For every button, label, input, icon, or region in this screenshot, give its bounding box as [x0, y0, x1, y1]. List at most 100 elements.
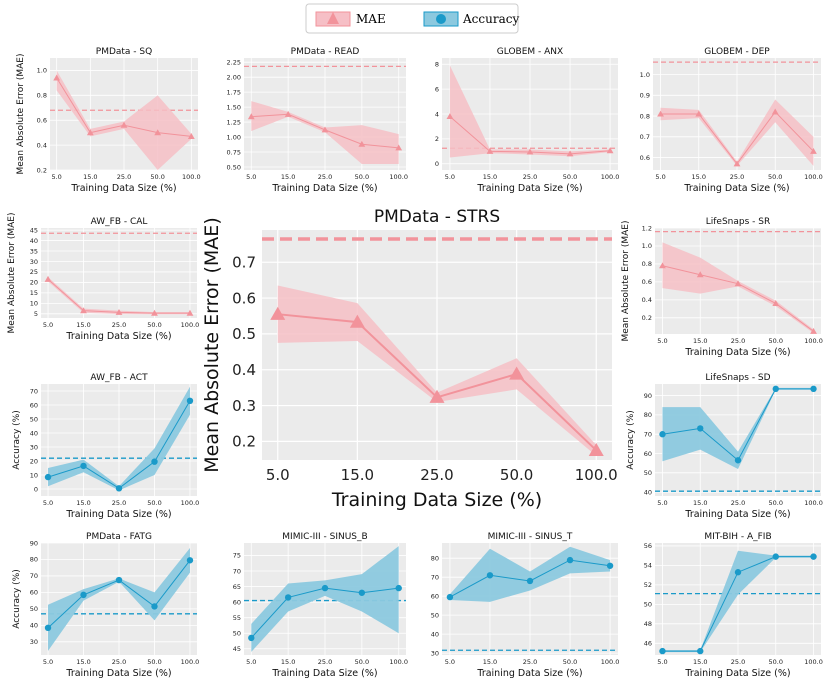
y-tick-label: 70 — [30, 387, 38, 395]
chart-title: PMData - FATG — [86, 532, 152, 542]
legend-mae-marker — [327, 12, 339, 24]
x-tick-label: 5.0 — [657, 499, 667, 507]
x-tick-label: 50.0 — [769, 658, 783, 666]
x-tick-label: 15.0 — [281, 658, 295, 666]
data-point — [697, 425, 704, 432]
legend-acc-marker — [436, 14, 446, 24]
x-tick-label: 50.0 — [147, 499, 161, 507]
data-point — [697, 647, 704, 655]
data-point — [284, 110, 292, 117]
x-tick-label: 5.0 — [246, 658, 256, 666]
y-tick-label: 54 — [644, 562, 652, 570]
x-tick-label: 5.0 — [246, 173, 256, 181]
y-tick-label: 50 — [30, 605, 38, 613]
y-tick-label: 1.0 — [640, 71, 650, 79]
x-tick-label: 100.0 — [182, 173, 201, 181]
chart-aw-act: 0 10 20 30 40 50 60 70 5.0 15.0 25.0 50.0 100.0 AW_FB… — [12, 373, 199, 520]
y-tick-label: 50 — [644, 601, 652, 609]
data-point — [734, 280, 742, 287]
y-tick-label: 30 — [431, 649, 439, 657]
y-tick-label: 0.4 — [37, 141, 47, 149]
y-tick-label: 5 — [34, 310, 38, 318]
x-tick-label: 100.0 — [601, 173, 620, 181]
x-axis-label: Training Data Size (%) — [271, 183, 377, 194]
y-tick-label: 46 — [644, 640, 652, 648]
x-axis-label: Training Data Size (%) — [476, 668, 582, 679]
data-point — [80, 462, 87, 470]
confidence-band — [449, 65, 611, 158]
data-point — [734, 457, 742, 464]
y-tick-label: 0.2 — [232, 433, 256, 451]
x-axis-label: Training Data Size (%) — [65, 331, 171, 342]
chart-pm-strs: 0.2 0.3 0.4 0.5 0.6 0.7 5.0 15.0 25.0 50.0 100.0 PM… — [201, 207, 618, 511]
x-tick-label: 15.0 — [76, 321, 90, 329]
y-tick-label: 40 — [431, 630, 439, 638]
data-point — [53, 74, 61, 81]
chart-panels: 0.20.40.60.81.05.0 15.0 25.0 50.0 100.0PMDat… — [7, 47, 823, 679]
data-point — [659, 647, 666, 655]
data-point — [120, 121, 128, 128]
y-tick-label: 75 — [233, 552, 241, 560]
chart-ls-sr: 0.2 0.4 0.6 0.8 1.0 1.2 5.0 15.0 25.0 50.0 100.0 Li… — [621, 217, 823, 358]
data-point — [349, 314, 365, 328]
x-tick-label: 15.0 — [281, 173, 295, 181]
data-point — [154, 129, 162, 136]
data-point — [247, 113, 255, 120]
data-point — [151, 603, 158, 610]
x-axis-label: Training Data Size (%) — [683, 183, 789, 194]
chart-title: MIT-BIH - A_FIB — [704, 532, 771, 542]
x-tick-label: 5.0 — [445, 173, 455, 181]
y-tick-label: 0.9 — [640, 92, 650, 100]
x-tick-label: 25.0 — [112, 321, 126, 329]
chart-title: GLOBEM - DEP — [704, 47, 770, 57]
x-tick-label: 15.0 — [483, 173, 497, 181]
y-tick-label: 50 — [30, 415, 38, 423]
y-tick-label: 70 — [431, 573, 439, 581]
x-tick-label: 50.0 — [563, 173, 577, 181]
y-tick-label: 0.7 — [640, 133, 650, 141]
data-point — [772, 385, 779, 393]
x-tick-label: 15.0 — [693, 499, 707, 507]
chart-ls-sd: 40 50 60 70 80 90 5.0 15.0 25.0 50.0 100.0 LifeSnap… — [626, 373, 823, 520]
data-point — [526, 148, 534, 155]
x-tick-label: 25.0 — [318, 173, 332, 181]
y-tick-label: 56 — [644, 542, 652, 550]
y-tick-label: 10 — [30, 300, 38, 308]
data-point — [115, 576, 123, 584]
data-point — [186, 397, 194, 404]
x-tick-label: 5.0 — [655, 173, 665, 181]
data-point — [606, 147, 614, 154]
x-tick-label: 25.0 — [117, 173, 131, 181]
data-point — [248, 634, 255, 642]
y-tick-label: 80 — [644, 411, 652, 419]
y-tick-label: 0.6 — [232, 289, 256, 307]
chart-title: MIMIC-III - SINUS_T — [488, 532, 573, 542]
x-axis-label: Training Data Size (%) — [70, 183, 176, 194]
data-point — [186, 557, 194, 564]
legend: MAE Accuracy — [305, 3, 519, 34]
data-point — [657, 110, 664, 117]
y-tick-label: 30 — [30, 638, 38, 646]
y-tick-label: 2.25 — [227, 58, 241, 66]
x-tick-label: 100.0 — [804, 658, 823, 666]
chart-mitbih-afib: 46 48 50 52 54 56 5.0 15.0 25.0 50.0 100.0 MIT-BIH … — [644, 532, 823, 679]
chart-title: AW_FB - ACT — [90, 373, 148, 383]
chart-mimic-sinus-t: 30 40 50 60 70 80 5.0 15.0 25.0 50.0 100.0 MIMIC-II… — [431, 532, 620, 679]
y-tick-label: 1.0 — [642, 242, 652, 250]
data-point — [486, 147, 494, 154]
y-tick-label: 40 — [30, 622, 38, 630]
x-tick-label: 15.0 — [341, 466, 374, 484]
y-tick-label: 60 — [644, 450, 652, 458]
x-tick-label: 50.0 — [563, 658, 577, 666]
data-point — [509, 366, 525, 380]
x-tick-label: 15.0 — [83, 173, 97, 181]
data-point — [86, 129, 94, 136]
x-tick-label: 25.0 — [731, 499, 745, 507]
data-point — [321, 584, 329, 592]
y-axis-label: Accuracy (%) — [12, 410, 22, 470]
confidence-band — [251, 101, 399, 165]
x-tick-label: 5.0 — [266, 466, 290, 484]
data-point — [270, 306, 286, 320]
y-tick-label: 1.0 — [37, 67, 47, 75]
